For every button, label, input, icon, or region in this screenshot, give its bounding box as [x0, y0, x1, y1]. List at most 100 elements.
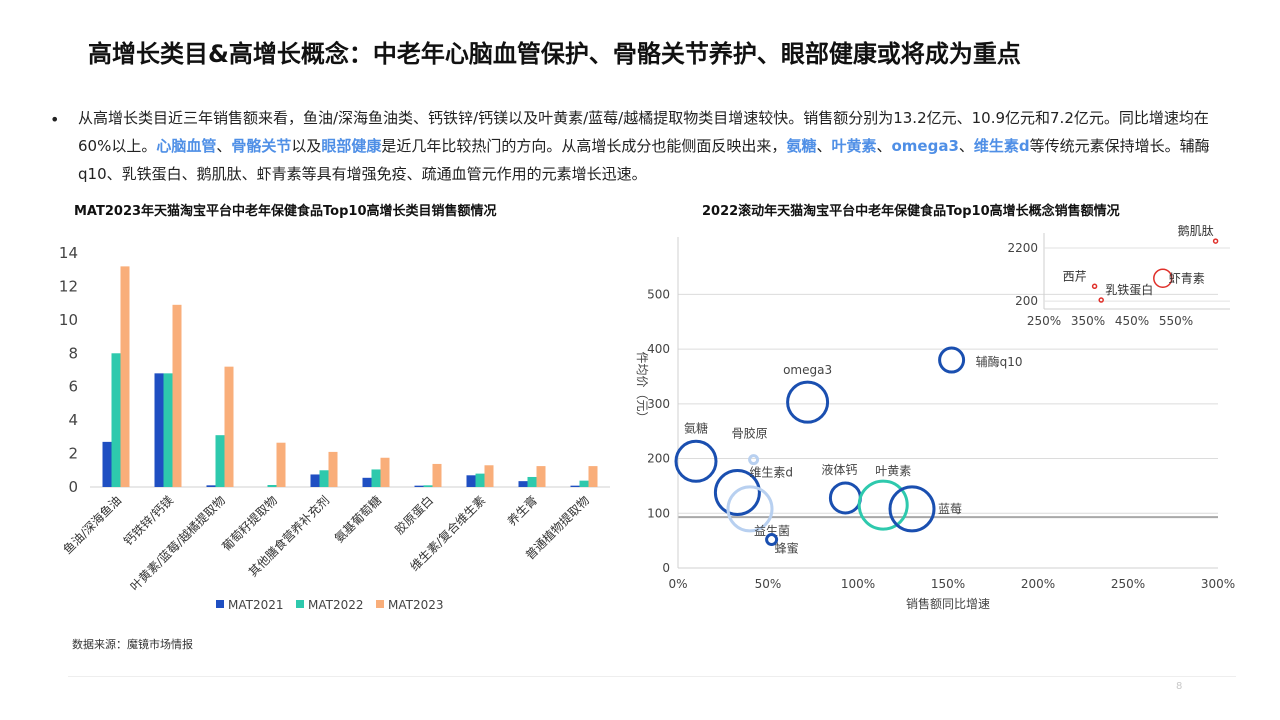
legend-swatch: [296, 600, 304, 608]
bubble-point: [888, 485, 936, 533]
bubble-point: [857, 479, 909, 531]
para-text: 、: [216, 137, 232, 155]
bar-mat2022: [215, 435, 225, 487]
bar-mat2021: [518, 481, 528, 487]
x-axis-title: 销售额同比增速: [906, 596, 990, 611]
inset-x-tick-label: 350%: [1071, 314, 1105, 328]
y-tick-label: 300: [647, 397, 670, 411]
bubble-point: [765, 533, 779, 547]
y-tick-label: 4: [68, 411, 78, 429]
page-title: 高增长类目&高增长概念：中老年心脑血管保护、骨骼关节养护、眼部健康或将成为重点: [88, 40, 1021, 68]
y-tick-label: 8: [68, 344, 78, 362]
bar-mat2023: [224, 366, 234, 487]
y-tick-label: 100: [647, 506, 670, 520]
bar-mat2023: [380, 457, 390, 487]
bullet-dot: •: [50, 110, 60, 129]
inset-x-tick-label: 550%: [1159, 314, 1193, 328]
bar-mat2023: [536, 466, 546, 487]
bar-mat2023: [484, 465, 494, 487]
x-tick-label: 鱼油/深海鱼油: [60, 493, 124, 557]
bubble-label: 辅酶q10: [976, 354, 1023, 369]
x-tick-label: 氨基葡萄糖: [331, 493, 384, 546]
inset-y-tick-label: 200: [1015, 294, 1038, 308]
highlight-cardio: 心脑血管: [156, 137, 217, 155]
bubble-chart: 0 100 200 300 400 500 0% 50% 100% 150% 200% 250% 300…: [635, 225, 1235, 611]
footer-divider: [68, 676, 1236, 677]
bar-mat2021: [414, 485, 424, 487]
bar-mat2021: [570, 485, 580, 487]
bubble-chart-title: 2022滚动年天猫淘宝平台中老年保健食品Top10高增长概念销售额情况: [702, 204, 1120, 219]
inset-point: [1091, 283, 1098, 290]
y-tick-label: 10: [59, 311, 78, 329]
bar-mat2021: [466, 475, 476, 487]
x-tick-label: 钙铁锌/钙镁: [121, 493, 176, 548]
inset-point: [1098, 297, 1104, 303]
highlight-glucosamine: 氨糖: [786, 137, 817, 155]
highlight-omega3: omega3: [891, 137, 959, 155]
y-tick-label: 6: [68, 378, 78, 396]
legend-label: MAT2021: [228, 598, 284, 612]
para-text: 从高增长类目近三年销售额来看，鱼油/深海鱼油类、钙铁锌/钙镁以及叶黄素/蓝莓/越…: [78, 109, 1209, 155]
bubble-label: 叶黄素: [875, 464, 911, 478]
bar-mat2023: [276, 442, 286, 487]
bubble-point: [828, 481, 862, 515]
y-axis-title: 件均价（元）: [635, 351, 649, 423]
inset-point-label: 鹅肌肽: [1178, 225, 1214, 238]
y-tick-label: 0: [662, 561, 670, 575]
y-tick-label: 400: [647, 342, 670, 356]
x-tick-label: 100%: [841, 577, 875, 591]
bubble-point: [674, 439, 718, 483]
y-tick-label: 12: [59, 277, 78, 295]
bar-chart: 02468101214鱼油/深海鱼油钙铁锌/钙镁叶黄素/蓝莓/越橘提取物葡萄籽提…: [59, 244, 610, 612]
bar-mat2022: [111, 353, 121, 487]
bubble-label: 氨糖: [684, 420, 708, 435]
bubble-label: 蓝莓: [938, 502, 962, 516]
bubble-label: 液体钙: [821, 462, 857, 477]
x-tick-label: 叶黄素/蓝莓/越橘提取物: [127, 493, 228, 594]
bar-mat2022: [267, 484, 277, 487]
bubble-label: 益生菌: [754, 524, 790, 538]
bar-mat2022: [579, 480, 589, 487]
y-tick-label: 0: [68, 478, 78, 496]
inset-y-tick-label: 2200: [1007, 241, 1038, 255]
legend-swatch: [216, 600, 224, 608]
highlight-eye-health: 眼部健康: [321, 137, 382, 155]
bubble-label: 蜂蜜: [775, 541, 799, 556]
bubble-label: 维生素d: [749, 465, 793, 479]
bar-mat2023: [120, 266, 130, 487]
para-text: 、: [876, 137, 892, 155]
bar-mat2023: [432, 463, 442, 487]
inset-x-tick-label: 250%: [1027, 314, 1061, 328]
bar-mat2023: [588, 466, 598, 487]
x-tick-label: 250%: [1111, 577, 1145, 591]
bubble-label: 骨胶原: [732, 426, 768, 441]
inset-point-label: 西芹: [1063, 269, 1087, 283]
bubble-point: [938, 346, 966, 374]
y-tick-label: 200: [647, 452, 670, 466]
y-tick-label: 14: [59, 244, 78, 262]
inset-point: [1153, 268, 1173, 289]
x-tick-label: 养生膏: [504, 493, 540, 529]
page-number: 8: [1176, 681, 1183, 692]
bar-mat2022: [319, 470, 329, 487]
para-text: 是近几年比较热门的方向。从高增长成分也能侧面反映出来，: [381, 137, 787, 155]
y-tick-label: 500: [647, 287, 670, 301]
legend-label: MAT2022: [308, 598, 364, 612]
bar-mat2021: [310, 474, 320, 487]
para-text: 、: [816, 137, 832, 155]
bubble-label: omega3: [783, 363, 832, 377]
bar-mat2021: [206, 485, 216, 487]
data-source-note: 数据来源：魔镜市场情报: [72, 638, 193, 651]
bar-mat2021: [362, 477, 372, 487]
bar-mat2022: [475, 473, 485, 487]
bar-mat2021: [154, 373, 164, 487]
bar-mat2022: [163, 373, 173, 487]
bar-mat2022: [527, 476, 537, 487]
x-tick-label: 0%: [668, 577, 687, 591]
bubble-point: [713, 468, 761, 516]
bubble-point: [748, 454, 760, 466]
bar-mat2021: [102, 441, 112, 487]
inset-x-tick-label: 450%: [1115, 314, 1149, 328]
x-tick-label: 200%: [1021, 577, 1055, 591]
bar-mat2022: [371, 469, 381, 487]
